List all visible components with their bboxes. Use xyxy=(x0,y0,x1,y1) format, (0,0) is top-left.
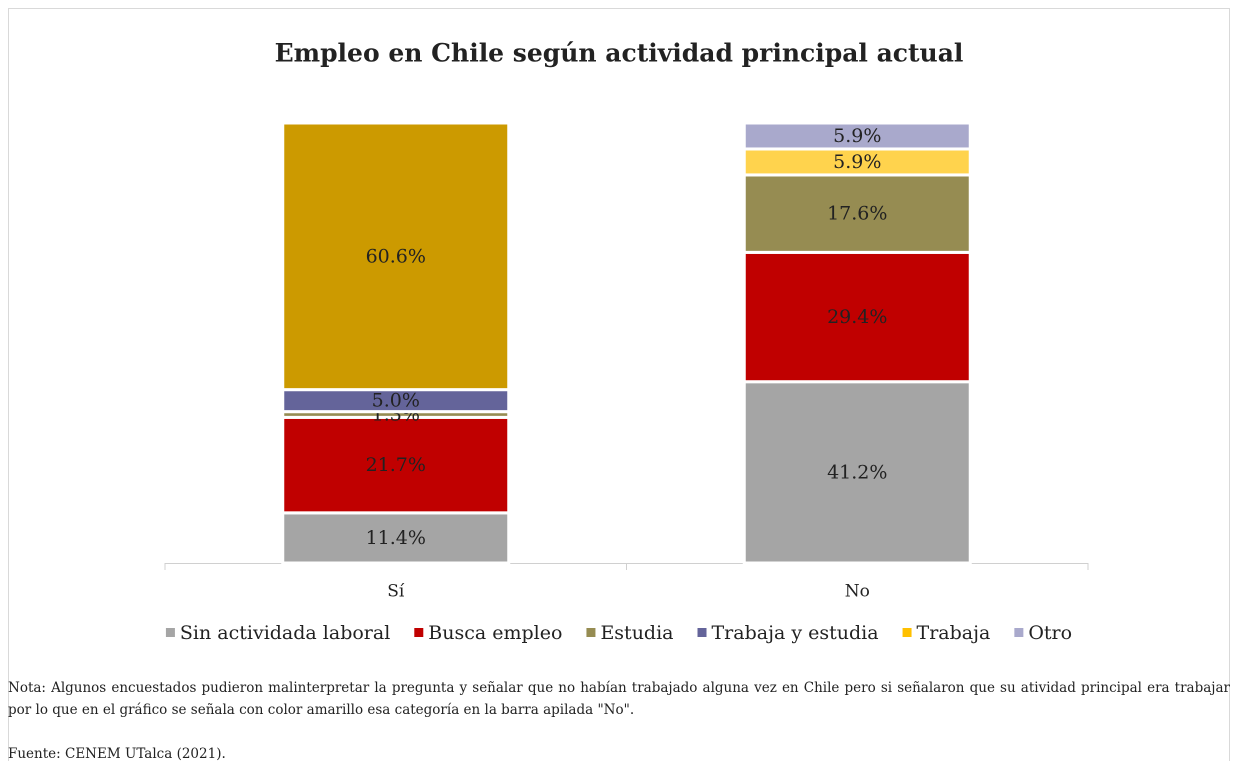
data-label: 41.2% xyxy=(827,461,887,483)
source: Fuente: CENEM UTalca (2021). xyxy=(8,746,226,762)
chart-border xyxy=(8,8,1230,761)
legend-label: Busca empleo xyxy=(428,622,562,644)
bar-segment xyxy=(742,173,972,254)
data-label: 5.9% xyxy=(833,125,881,147)
note: Nota: Algunos encuestados pudieron malin… xyxy=(8,680,1230,718)
legend-label: Estudia xyxy=(600,622,673,644)
legend-swatch xyxy=(586,628,596,637)
legend-swatch xyxy=(1014,628,1024,637)
x-tick-label: Sí xyxy=(387,582,405,602)
legend-swatch xyxy=(902,628,912,637)
bar-segment xyxy=(281,121,511,392)
bar-segment xyxy=(742,250,972,384)
legend-label: Otro xyxy=(1028,622,1072,644)
legend-swatch xyxy=(697,628,707,637)
data-label: 5.9% xyxy=(833,151,881,173)
bar-segment xyxy=(742,121,972,151)
data-label: 60.6% xyxy=(366,245,426,267)
data-label: 5.0% xyxy=(372,390,420,412)
data-label: 29.4% xyxy=(827,306,887,328)
legend-label: Trabaja xyxy=(917,622,991,644)
chart-title: Empleo en Chile según actividad principa… xyxy=(275,39,964,68)
legend-swatch xyxy=(165,628,175,637)
bar-segment xyxy=(281,511,511,565)
data-label: 17.6% xyxy=(827,203,887,225)
legend-swatch xyxy=(414,628,424,637)
bar-segment xyxy=(742,380,972,565)
data-label: 11.4% xyxy=(366,527,426,549)
legend-label: Trabaja y estudia xyxy=(712,622,879,644)
x-tick-label: No xyxy=(845,582,870,602)
legend-label: Sin actividada laboral xyxy=(180,622,390,644)
bar-segment xyxy=(742,147,972,177)
data-label: 21.7% xyxy=(366,454,426,476)
